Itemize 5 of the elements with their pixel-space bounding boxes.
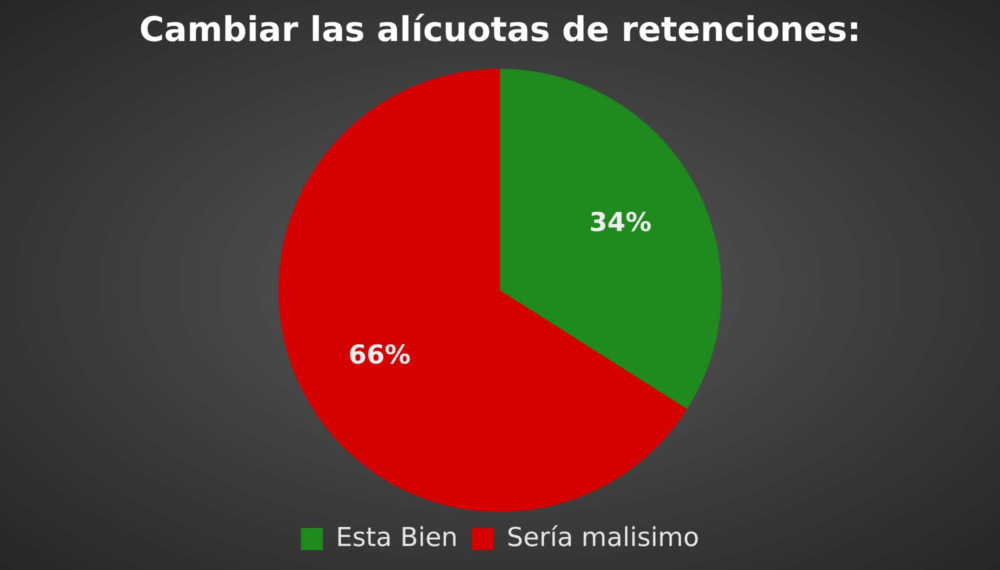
legend-label: Esta Bien (336, 522, 458, 553)
data-label: 66% (348, 340, 411, 370)
data-label: 34% (589, 208, 652, 238)
chart-title: Cambiar las alícuotas de retenciones: (139, 10, 861, 50)
legend-label: Sería malisimo (506, 522, 700, 553)
